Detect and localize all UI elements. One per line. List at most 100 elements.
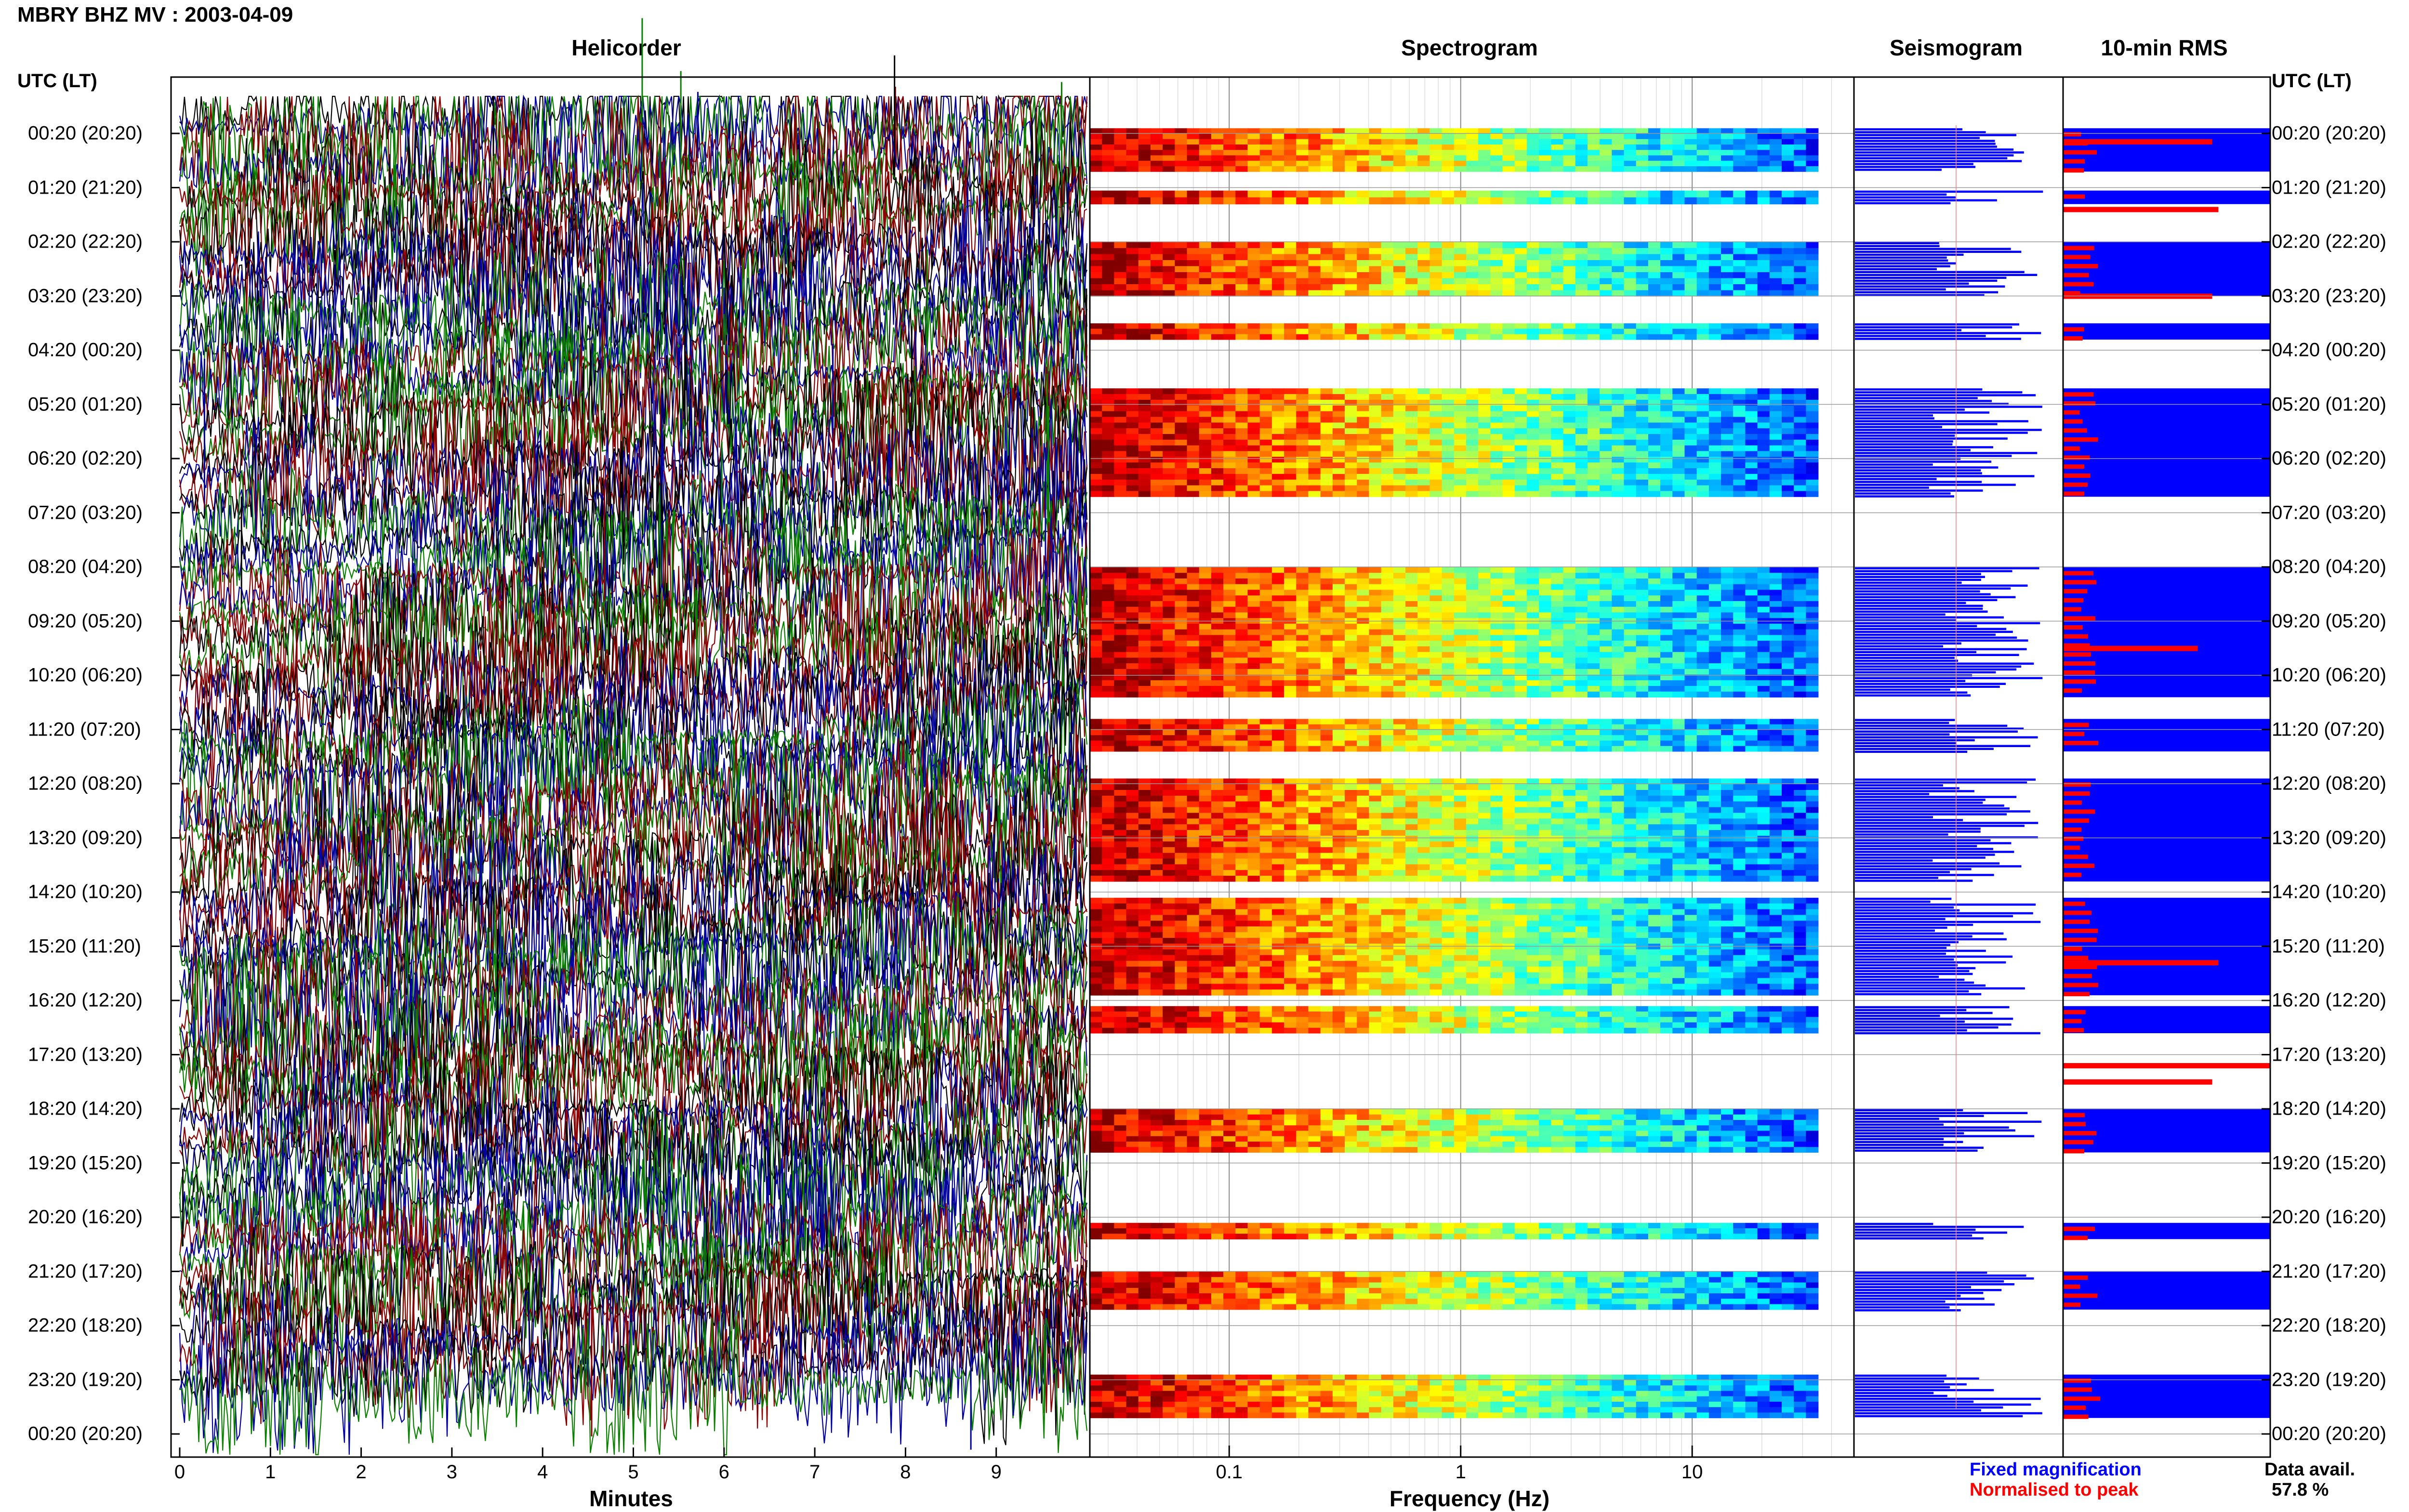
spectrogram-cell [1514, 795, 1527, 802]
spectrogram-cell [1175, 595, 1188, 602]
spectrogram-cell [1150, 428, 1163, 434]
spectrogram-cell [1514, 691, 1527, 697]
spectrogram-cell [1126, 290, 1139, 297]
spectrogram-cell [1296, 801, 1309, 808]
spectrogram-cell [1478, 242, 1491, 249]
spectrogram-cell [1187, 813, 1200, 819]
spectrogram-cell [1721, 417, 1734, 423]
spectrogram-cell [1163, 417, 1176, 423]
spectrogram-cell [1526, 462, 1539, 469]
spectrogram-cell [1211, 133, 1224, 140]
spectrogram-cell [1648, 740, 1661, 747]
spectrogram-cell [1259, 155, 1272, 161]
spectrogram-cell [1199, 724, 1212, 730]
spectrogram-cell [1563, 405, 1576, 412]
spectrogram-cell [1672, 394, 1685, 400]
spectrogram-cell [1502, 266, 1515, 273]
spectrogram-cell [1381, 663, 1394, 670]
spectrogram-cell [1660, 491, 1673, 497]
spectrogram-cell [1806, 405, 1819, 412]
spectrogram-cell [1672, 646, 1685, 653]
spectrogram-cell [1684, 491, 1697, 497]
spectrogram-cell [1369, 388, 1382, 394]
spectrogram-cell [1454, 272, 1467, 278]
spectrogram-cell [1296, 160, 1309, 167]
spectrogram-cell [1563, 166, 1576, 172]
spectrogram-cell [1526, 567, 1539, 573]
spectrogram-cell [1539, 801, 1552, 808]
spectrogram-cell [1320, 451, 1333, 457]
spectrogram-cell [1781, 807, 1794, 813]
spectrogram-cell [1357, 584, 1370, 590]
spectrogram-cell [1612, 266, 1625, 273]
spectrogram-cell [1563, 623, 1576, 630]
spectrogram-cell [1600, 578, 1613, 585]
spectrogram-cell [1624, 197, 1637, 205]
spectrogram-cell [1126, 422, 1139, 429]
spectrogram-cell [1600, 479, 1613, 486]
spectrogram-cell [1478, 394, 1491, 400]
spectrogram-cell [1721, 790, 1734, 796]
spectrogram-cell [1733, 778, 1746, 785]
spectrogram-cell [1466, 254, 1479, 261]
spectrogram-cell [1090, 394, 1102, 400]
spectrogram-cell [1648, 719, 1661, 725]
spectrogram-cell [1320, 680, 1333, 686]
spectrogram-cell [1393, 595, 1406, 602]
spectrogram-cell [1417, 334, 1430, 340]
spectrogram-cell [1357, 323, 1370, 329]
spectrogram-cell [1235, 680, 1248, 686]
time-label-left: 17:20 (13:20) [28, 1044, 143, 1065]
spectrogram-cell [1563, 266, 1576, 273]
spectrogram-cell [1563, 646, 1576, 653]
spectrogram-cell [1187, 491, 1200, 497]
spectrogram-cell [1211, 740, 1224, 747]
spectrogram-cell [1332, 133, 1345, 140]
spectrogram-cell [1733, 473, 1746, 480]
spectrogram-cell [1175, 735, 1188, 741]
spectrogram-cell [1187, 606, 1200, 613]
spectrogram-cell [1745, 160, 1758, 167]
spectrogram-cell [1526, 801, 1539, 808]
spectrogram-cell [1696, 323, 1709, 329]
spectrogram-cell [1794, 197, 1807, 205]
spectrogram-cell [1405, 248, 1418, 254]
spectrogram-cell [1271, 784, 1284, 790]
spectrogram-cell [1745, 635, 1758, 641]
spectrogram-cell [1806, 578, 1819, 585]
spectrogram-cell [1163, 329, 1176, 335]
spectrogram-cell [1102, 428, 1115, 434]
spectrogram-tick-label: 10 [1681, 1461, 1703, 1483]
spectrogram-cell [1600, 740, 1613, 747]
spectrogram-cell [1369, 166, 1382, 172]
spectrogram-cell [1163, 248, 1176, 254]
spectrogram-cell [1320, 790, 1333, 796]
spectrogram-cell [1514, 128, 1527, 134]
spectrogram-cell [1308, 740, 1321, 747]
spectrogram-cell [1696, 807, 1709, 813]
spectrogram-cell [1612, 457, 1625, 463]
spectrogram-cell [1259, 422, 1272, 429]
spectrogram-cell [1332, 680, 1345, 686]
spectrogram-cell [1648, 746, 1661, 752]
spectrogram-cell [1636, 807, 1649, 813]
spectrogram-cell [1708, 428, 1721, 434]
spectrogram-cell [1502, 686, 1515, 692]
spectrogram-cell [1563, 411, 1576, 417]
spectrogram-cell [1235, 155, 1248, 161]
spectrogram-cell [1199, 674, 1212, 681]
spectrogram-cell [1247, 595, 1260, 602]
spectrogram-cell [1794, 272, 1807, 278]
spectrogram-cell [1357, 578, 1370, 585]
spectrogram-cell [1381, 485, 1394, 491]
spectrogram-cell [1587, 145, 1600, 150]
time-label-right: 05:20 (01:20) [2272, 394, 2386, 415]
spectrogram-cell [1114, 795, 1127, 802]
spectrogram-cell [1454, 686, 1467, 692]
spectrogram-cell [1114, 133, 1127, 140]
spectrogram-cell [1539, 272, 1552, 278]
spectrogram-cell [1733, 411, 1746, 417]
spectrogram-cell [1684, 691, 1697, 697]
spectrogram-cell [1539, 595, 1552, 602]
spectrogram-cell [1114, 818, 1127, 825]
